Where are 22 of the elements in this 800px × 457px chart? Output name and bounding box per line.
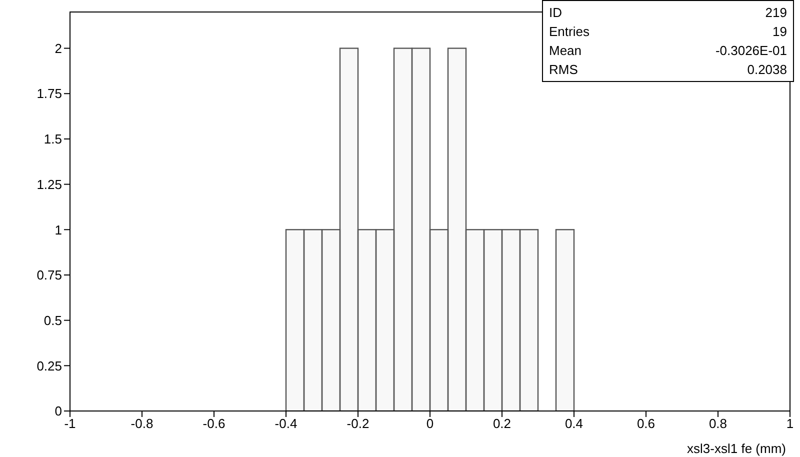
x-tick-label: 0 (426, 416, 434, 432)
stats-box: ID 219 Entries 19 Mean -0.3026E-01 RMS 0.2038 (542, 0, 794, 82)
y-tick-label: 0.5 (44, 312, 62, 328)
y-tick-label: 1.25 (36, 176, 62, 192)
y-tick-label: 0.75 (36, 268, 62, 283)
x-tick-label: -0.2 (346, 416, 370, 432)
x-tick-label: 0.2 (492, 416, 512, 432)
x-tick-label: 0.6 (636, 416, 656, 432)
x-tick-label: -1 (64, 416, 76, 432)
y-tick-label: 1.5 (44, 132, 62, 147)
x-tick-label: -0.4 (274, 416, 298, 432)
x-tick-label: -0.8 (130, 416, 154, 432)
x-axis-title: xsl3-xsl1 fe (mm) (687, 441, 786, 456)
y-tick-label: 1 (54, 222, 62, 238)
y-tick-label: 0 (54, 404, 62, 419)
x-tick-label: 0.4 (564, 416, 584, 432)
y-tick-label: 2 (54, 40, 62, 56)
y-tick-label: 1.75 (36, 86, 62, 102)
x-tick-label: -0.6 (202, 416, 226, 432)
x-tick-label: 0.8 (708, 416, 728, 432)
y-tick-label: 0.25 (36, 358, 62, 374)
x-tick-label: 1 (786, 416, 794, 432)
